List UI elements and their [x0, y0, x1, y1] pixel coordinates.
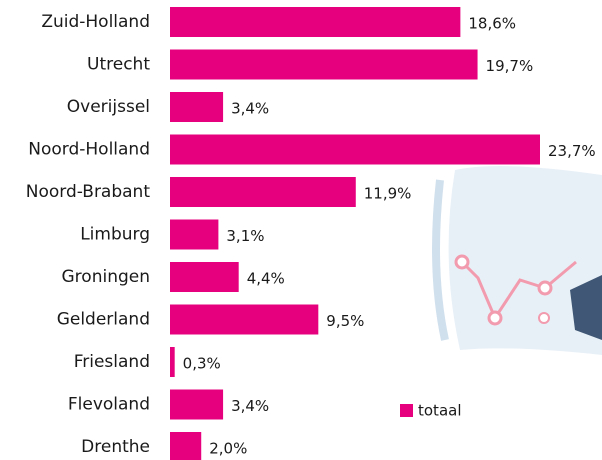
- category-label: Limburg: [80, 225, 150, 245]
- bar: [170, 219, 219, 250]
- bar: [170, 347, 175, 377]
- bar: [170, 177, 356, 207]
- category-label: Noord-Brabant: [26, 182, 151, 202]
- bar: [170, 92, 224, 122]
- category-label: Drenthe: [81, 437, 150, 457]
- category-label: Friesland: [74, 352, 150, 372]
- bar: [170, 432, 202, 460]
- category-label: Groningen: [62, 267, 151, 287]
- value-label: 11,9%: [364, 185, 412, 203]
- illustration: [432, 166, 602, 355]
- bar: [170, 49, 478, 80]
- value-label: 3,4%: [231, 100, 269, 118]
- category-label: Flevoland: [68, 395, 150, 415]
- value-label: 3,1%: [226, 227, 264, 245]
- bar: [170, 304, 319, 335]
- value-label: 19,7%: [486, 57, 534, 75]
- value-label: 4,4%: [247, 270, 285, 288]
- bar: [170, 134, 540, 165]
- category-label: Zuid-Holland: [41, 12, 150, 32]
- value-label: 23,7%: [548, 142, 596, 160]
- value-label: 9,5%: [326, 312, 364, 330]
- value-label: 0,3%: [183, 355, 221, 373]
- bar: [170, 262, 239, 292]
- legend-swatch: [400, 404, 413, 417]
- bar: [170, 7, 461, 37]
- legend-label: totaal: [418, 402, 462, 420]
- category-label: Utrecht: [87, 55, 150, 75]
- value-label: 2,0%: [209, 440, 247, 458]
- category-label: Noord-Holland: [28, 140, 150, 160]
- bar: [170, 389, 224, 420]
- category-label: Overijssel: [67, 97, 150, 117]
- value-label: 3,4%: [231, 397, 269, 415]
- category-label: Gelderland: [57, 310, 150, 330]
- value-label: 18,6%: [468, 15, 516, 33]
